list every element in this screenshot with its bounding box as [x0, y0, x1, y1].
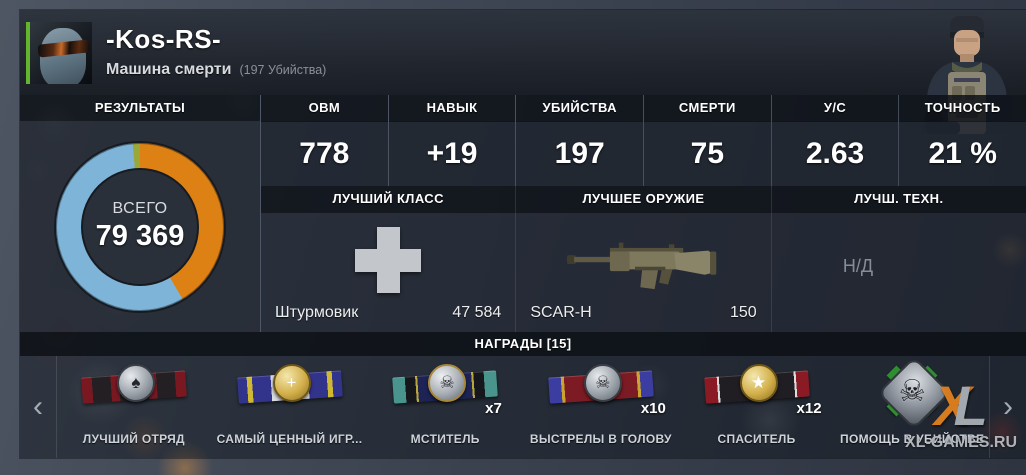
- stat-label: ТОЧНОСТЬ: [899, 95, 1026, 121]
- best-weapon-name: SCAR-H: [530, 304, 592, 321]
- stat-value: +19: [388, 121, 516, 186]
- best-class-header: ЛУЧШИЙ КЛАСС: [261, 186, 516, 212]
- stat-value: 75: [644, 121, 771, 186]
- stat-col-kills: УБИЙСТВА 197: [515, 95, 644, 186]
- award-count: x10: [640, 400, 666, 417]
- award-item-savior[interactable]: ★ x12 СПАСИТЕЛЬ: [679, 356, 835, 458]
- awards-header: НАГРАДЫ [15]: [20, 332, 1026, 356]
- avatar-image: [30, 22, 92, 84]
- award-label: САМЫЙ ЦЕННЫЙ ИГР...: [216, 432, 363, 446]
- logo-x: X: [934, 374, 972, 437]
- site-watermark[interactable]: XL XL-GAMES.RU: [900, 378, 1022, 452]
- watermark-text: XL-GAMES.RU: [905, 434, 1017, 451]
- stat-col-skill: НАВЫК +19: [387, 95, 516, 186]
- awards-prev-button[interactable]: ‹: [20, 356, 57, 458]
- best-weapon-foot: SCAR-H 150: [530, 304, 756, 322]
- results-header: РЕЗУЛЬТАТЫ: [20, 95, 260, 121]
- total-value: 79 369: [95, 220, 185, 252]
- cross-medal-icon: +: [272, 364, 311, 402]
- assault-class-icon: [355, 227, 422, 293]
- best-header-row: ЛУЧШИЙ КЛАСС ЛУЧШЕЕ ОРУЖИЕ ЛУЧШ. ТЕХН.: [261, 186, 1026, 212]
- award-count: x7: [485, 400, 502, 417]
- stat-col-spm: ОВМ 778: [261, 95, 388, 186]
- stat-label: СМЕРТИ: [644, 95, 771, 121]
- award-label: СПАСИТЕЛЬ: [717, 432, 796, 446]
- player-subtitle: Машина смерти (197 Убийства): [106, 61, 326, 79]
- award-item-headshots[interactable]: ☠ x10 ВЫСТРЕЛЫ В ГОЛОВУ: [523, 356, 679, 458]
- scar-h-rifle-icon: [567, 242, 717, 290]
- stat-col-accuracy: ТОЧНОСТЬ 21 %: [898, 95, 1026, 186]
- best-vehicle-header: ЛУЧШ. ТЕХН.: [770, 186, 1026, 212]
- player-header: -Kos-RS- Машина смерти (197 Убийства): [20, 10, 1026, 95]
- avatar-accent-bar: [26, 22, 30, 84]
- stat-col-deaths: СМЕРТИ 75: [643, 95, 771, 186]
- player-titles: -Kos-RS- Машина смерти (197 Убийства): [106, 24, 326, 79]
- total-label: ВСЕГО: [112, 200, 168, 217]
- award-label: МСТИТЕЛЬ: [410, 432, 480, 446]
- stat-col-kd: У/С 2.63: [770, 95, 899, 186]
- best-vehicle-cell: Н/Д: [770, 212, 1026, 332]
- spade-medal-icon: ♠: [116, 364, 155, 402]
- stat-label: УБИЙСТВА: [516, 95, 644, 121]
- best-weapon-kills: 150: [729, 304, 757, 321]
- winged-medal-icon: ★: [739, 364, 778, 402]
- skull-medal-icon: ☠: [583, 364, 622, 402]
- best-vehicle-value: Н/Д: [842, 255, 874, 276]
- stat-value: 197: [516, 121, 644, 186]
- bf4-stats-widget: -Kos-RS- Машина смерти (197 Убийства) РЕ…: [20, 10, 1026, 458]
- award-label: ЛУЧШИЙ ОТРЯД: [82, 432, 185, 446]
- awards-carousel: ‹ ♠ ЛУЧШИЙ ОТРЯД + САМЫЙ ЦЕННЫЙ ИГР... ☠…: [20, 356, 1026, 458]
- xl-logo-icon: XL: [900, 378, 1022, 434]
- awards-list: ♠ ЛУЧШИЙ ОТРЯД + САМЫЙ ЦЕННЫЙ ИГР... ☠ x…: [56, 356, 990, 458]
- stat-value: 778: [261, 121, 388, 186]
- stat-label: НАВЫК: [388, 95, 516, 121]
- kill-assist-medal-icon: ☠: [877, 356, 951, 430]
- skull-medal-icon: ☠: [428, 364, 467, 402]
- stat-label: ОВМ: [261, 95, 388, 121]
- stat-value: 21 %: [899, 121, 1026, 186]
- logo-l: L: [953, 374, 988, 437]
- best-class-score: 47 584: [452, 304, 502, 321]
- award-item-avenger[interactable]: ☠ x7 МСТИТЕЛЬ: [367, 356, 523, 458]
- best-weapon-cell: SCAR-H 150: [515, 212, 771, 332]
- award-label: ВЫСТРЕЛЫ В ГОЛОВУ: [529, 432, 672, 446]
- award-item-mvp[interactable]: + САМЫЙ ЦЕННЫЙ ИГР...: [212, 356, 368, 458]
- best-class-foot: Штурмовик 47 584: [275, 304, 501, 322]
- best-class-cell: Штурмовик 47 584: [261, 212, 516, 332]
- stat-row: ОВМ 778 НАВЫК +19 УБИЙСТВА 197 СМЕРТИ 75…: [261, 95, 1026, 186]
- best-body-row: Штурмовик 47 584: [261, 212, 1026, 332]
- stat-label: У/С: [771, 95, 899, 121]
- player-tagline: Машина смерти: [106, 61, 232, 78]
- results-donut: ВСЕГО 79 369: [56, 142, 224, 311]
- skull-glyph: ☠: [898, 374, 926, 408]
- award-item-best-squad[interactable]: ♠ ЛУЧШИЙ ОТРЯД: [56, 356, 212, 458]
- award-item-kill-assist[interactable]: ☠ ПОМОЩЬ В УБИЙСТВЕ: [834, 356, 990, 458]
- results-total: ВСЕГО 79 369: [56, 143, 224, 311]
- best-class-name: Штурмовик: [275, 304, 359, 321]
- awards-next-button[interactable]: ›: [989, 356, 1026, 458]
- stat-columns: ОВМ 778 НАВЫК +19 УБИЙСТВА 197 СМЕРТИ 75…: [261, 95, 1026, 332]
- award-count: x12: [796, 400, 822, 417]
- stat-value: 2.63: [771, 121, 899, 186]
- player-name[interactable]: -Kos-RS-: [106, 24, 222, 54]
- player-tagline-detail: (197 Убийства): [239, 63, 327, 77]
- stats-grid: РЕЗУЛЬТАТЫ ВСЕГО 79 369 ОВМ 778 НАВЫК: [20, 95, 1026, 332]
- results-panel: РЕЗУЛЬТАТЫ ВСЕГО 79 369: [20, 95, 261, 332]
- award-label: ПОМОЩЬ В УБИЙСТВЕ: [840, 432, 985, 446]
- best-weapon-header: ЛУЧШЕЕ ОРУЖИЕ: [515, 186, 771, 212]
- avatar: [26, 22, 92, 84]
- results-body: ВСЕГО 79 369: [20, 121, 260, 332]
